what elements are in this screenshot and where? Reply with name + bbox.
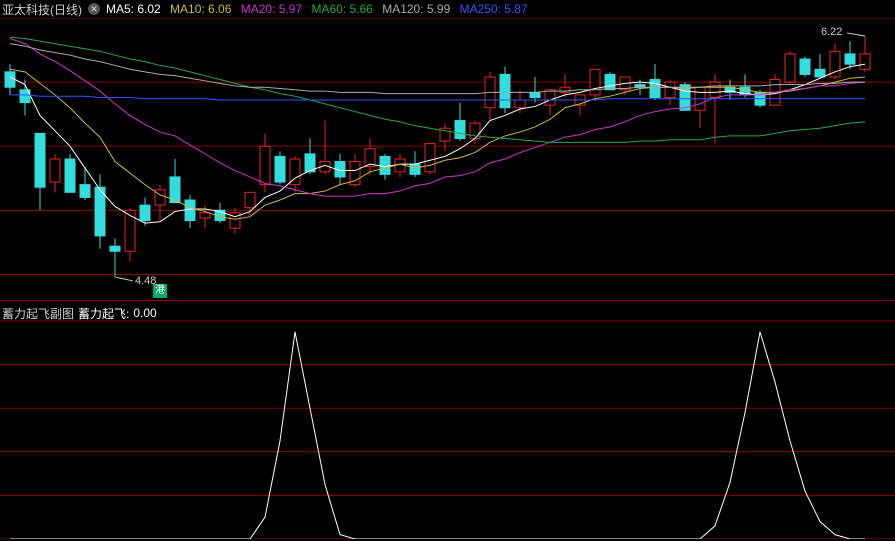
main-chart-header: 亚太科技(日线) ✕ MA5: 6.02 MA10: 6.06 MA20: 5.… <box>2 1 534 17</box>
panel-divider <box>0 300 895 301</box>
candle-body <box>605 74 615 89</box>
candle-body <box>410 164 420 174</box>
candle-body <box>110 246 120 251</box>
close-icon[interactable]: ✕ <box>88 3 100 15</box>
candle-body <box>500 74 510 107</box>
candle-body <box>275 156 285 182</box>
sub-indicator-line <box>10 332 865 539</box>
ma-legend-item: MA250: 5.87 <box>456 2 527 16</box>
sub-chart-title: 蓄力起飞副图 <box>2 305 74 322</box>
candle-body <box>140 205 150 220</box>
candle-body <box>425 144 435 172</box>
ma-legend-item: MA120: 5.99 <box>379 2 450 16</box>
candle-body <box>80 185 90 198</box>
chart-root: 亚太科技(日线) ✕ MA5: 6.02 MA10: 6.06 MA20: 5.… <box>0 0 895 541</box>
sub-chart-header: 蓄力起飞副图 蓄力起飞: 0.00 <box>2 305 157 321</box>
candle-body <box>530 92 540 97</box>
candle-body <box>860 54 870 69</box>
candle-body <box>650 80 660 98</box>
candle-body <box>800 59 810 74</box>
candle-body <box>260 146 270 184</box>
candle-body <box>65 159 75 192</box>
candle-body <box>665 82 675 97</box>
candle-body <box>5 72 15 87</box>
ma-legend-item: MA10: 6.06 <box>167 2 232 16</box>
candle-body <box>545 90 555 105</box>
ma-legend-item: MA5: 6.02 <box>106 2 161 16</box>
ma-legend-item: MA20: 5.97 <box>237 2 302 16</box>
candle-body <box>50 159 60 182</box>
high-price-annotation: 6.22 <box>821 26 842 38</box>
candle-body <box>845 54 855 64</box>
candle-body <box>815 69 825 77</box>
candle-body <box>185 200 195 221</box>
candle-body <box>95 187 105 236</box>
candle-body <box>455 121 465 139</box>
candle-body <box>35 133 45 187</box>
candle-body <box>590 69 600 95</box>
sub-indicator-chart[interactable] <box>0 303 895 539</box>
candle-body <box>125 210 135 251</box>
main-candlestick-chart[interactable] <box>0 18 895 300</box>
candle-body <box>245 192 255 207</box>
candle-body <box>710 82 720 97</box>
ma-legend: MA5: 6.02 MA10: 6.06 MA20: 5.97 MA60: 5.… <box>106 2 534 16</box>
candle-body <box>515 100 525 108</box>
ma-legend-item: MA60: 5.66 <box>308 2 373 16</box>
candle-body <box>560 87 570 92</box>
chart-title: 亚太科技(日线) <box>2 1 82 18</box>
candle-body <box>785 54 795 82</box>
ma-line-ma60 <box>10 37 865 142</box>
hk-connect-badge: 港 <box>153 284 167 298</box>
ma-line-ma250 <box>10 95 865 100</box>
sub-chart-value: 0.00 <box>133 306 156 320</box>
candle-body <box>200 213 210 218</box>
sub-chart-value-label: 蓄力起飞: <box>78 305 129 322</box>
candle-body <box>380 156 390 174</box>
ma-line-ma20 <box>10 39 865 197</box>
ma-line-ma120 <box>10 44 865 94</box>
